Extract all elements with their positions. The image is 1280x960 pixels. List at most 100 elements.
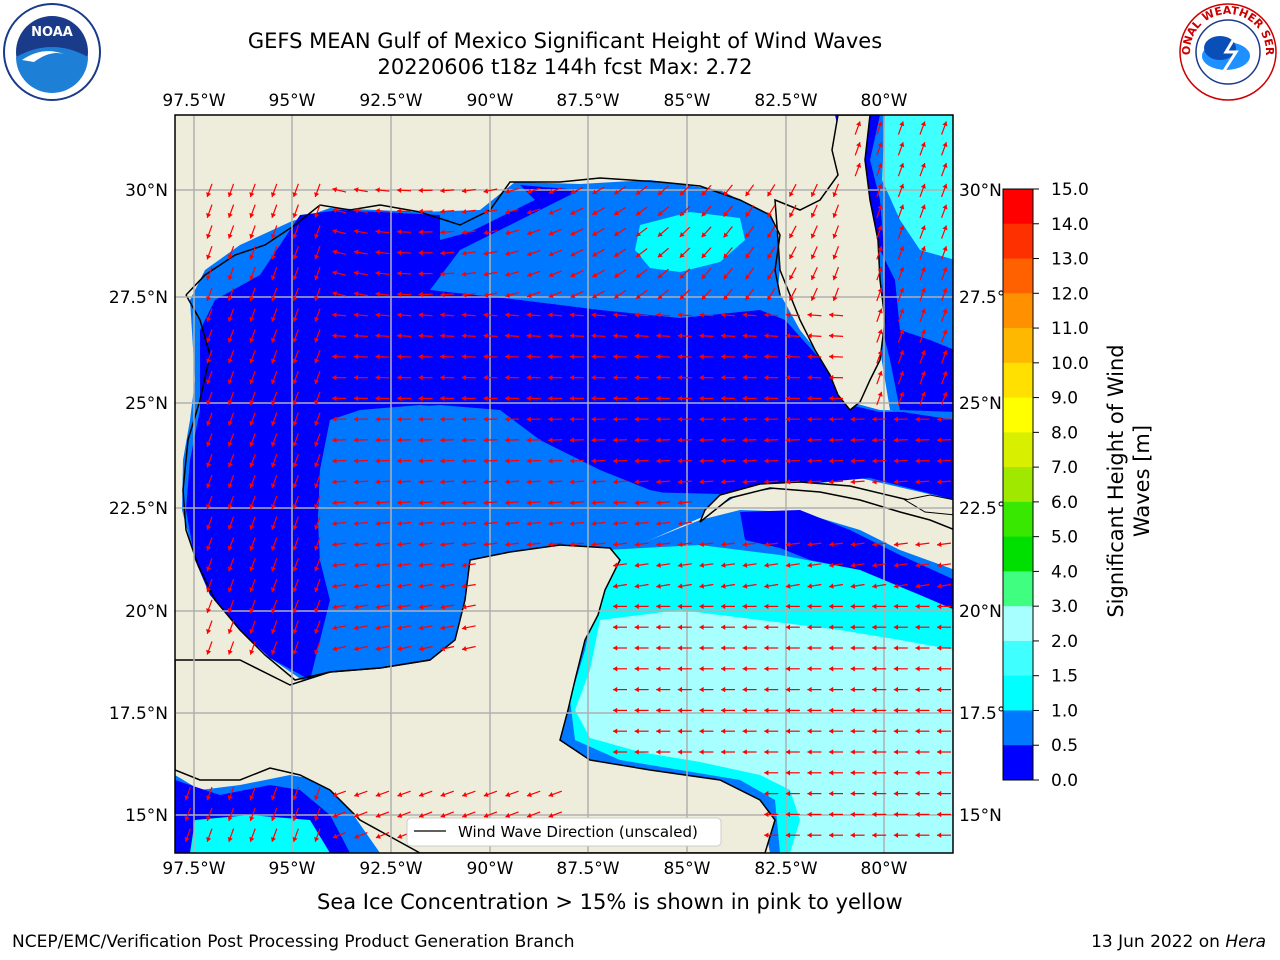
wave-direction-arrowhead	[764, 437, 769, 443]
wave-direction-arrowhead	[699, 686, 704, 693]
wave-direction-arrowhead	[375, 354, 380, 360]
wave-direction-arrowhead	[440, 541, 445, 548]
wave-direction-arrowhead	[742, 333, 747, 339]
lat-label: 25°N	[125, 394, 168, 414]
wave-direction-arrowhead	[937, 749, 942, 755]
wave-direction-arrowhead	[789, 274, 794, 280]
wave-direction-arrowhead	[526, 416, 531, 422]
wave-direction-arrowhead	[850, 770, 855, 776]
wave-direction-arrowhead	[742, 728, 747, 734]
wave-direction-arrowhead	[699, 333, 704, 339]
wave-direction-arrowhead	[614, 210, 620, 216]
wave-direction-arrowhead	[375, 562, 381, 568]
wave-direction-arrowhead	[723, 232, 729, 238]
wave-direction-arrowhead	[505, 271, 511, 277]
wave-direction-arrowhead	[249, 212, 255, 218]
wave-direction-arrowhead	[418, 458, 423, 464]
colorbar-segment	[1003, 571, 1033, 607]
wave-direction-arrowhead	[270, 504, 276, 509]
lat-label: 30°N	[959, 181, 1002, 201]
wave-direction-arrowhead	[292, 296, 298, 301]
wave-direction-arrowhead	[548, 541, 553, 548]
wave-direction-arrowhead	[915, 790, 920, 797]
wave-direction-arrowhead	[899, 121, 905, 127]
wave-direction-arrowhead	[206, 545, 212, 551]
wave-direction-arrowhead	[785, 458, 791, 464]
wave-direction-arrowhead	[591, 541, 596, 548]
map-frame	[174, 114, 954, 854]
wave-direction-arrowhead	[440, 271, 445, 277]
wave-direction-arrowhead	[314, 836, 320, 842]
wave-direction-arrowhead	[915, 437, 920, 443]
wave-direction-arrowhead	[877, 163, 883, 168]
wave-direction-arrowhead	[314, 587, 320, 593]
wave-direction-arrowhead	[569, 333, 575, 339]
lon-label: 95°W	[269, 859, 316, 879]
wave-direction-arrowhead	[314, 524, 320, 530]
wave-direction-arrowhead	[850, 624, 855, 630]
wave-direction-arrowhead	[332, 812, 338, 818]
wave-direction-arrowhead	[483, 479, 488, 485]
wave-direction-arrowhead	[375, 291, 380, 297]
wave-direction-arrowhead	[915, 583, 921, 589]
wave-direction-arrowhead	[591, 312, 596, 318]
wave-direction-arrowhead	[418, 583, 424, 589]
wave-direction-arrowhead	[354, 792, 360, 798]
wave-direction-arrowhead	[829, 458, 834, 464]
wave-direction-arrowhead	[505, 374, 510, 381]
wave-direction-arrowhead	[656, 499, 661, 506]
wave-direction-arrowhead	[856, 121, 862, 127]
colorbar-tick-label: 1.0	[1051, 701, 1078, 721]
wave-direction-arrowhead	[872, 832, 877, 838]
wave-direction-arrowhead	[745, 191, 751, 197]
caribbean-water-deep	[740, 510, 953, 610]
wave-direction-arrowhead	[206, 316, 212, 322]
wave-direction-arrowhead	[397, 249, 402, 256]
wave-direction-arrowhead	[699, 583, 705, 589]
lat-labels-left: 30°N 27.5°N 25°N 22.5°N 20°N 17.5°N 15°N	[109, 181, 168, 826]
wave-direction-arrowhead	[375, 208, 380, 214]
wave-direction-arrowhead	[807, 666, 812, 672]
wave-direction-arrowhead	[206, 566, 212, 572]
wave-direction-arrowhead	[613, 645, 618, 651]
wave-direction-arrowhead	[807, 395, 812, 402]
wave-direction-arrowhead	[723, 190, 729, 196]
wave-direction-arrowhead	[314, 192, 320, 197]
wave-direction-arrowhead	[397, 229, 402, 235]
wave-direction-arrowhead	[699, 562, 705, 568]
wave-direction-arrowhead	[807, 707, 812, 714]
wave-direction-arrowhead	[292, 275, 298, 281]
wave-direction-arrowhead	[920, 391, 926, 397]
wave-direction-arrowhead	[353, 187, 359, 193]
wave-direction-arrowhead	[636, 252, 641, 258]
wave-direction-arrowhead	[483, 416, 488, 422]
wave-direction-arrowhead	[677, 354, 683, 360]
wave-direction-arrowhead	[656, 374, 661, 381]
wave-direction-arrowhead	[249, 836, 255, 842]
wave-direction-arrowhead	[807, 312, 812, 318]
wave-direction-arrowhead	[375, 645, 381, 652]
wave-direction-arrowhead	[942, 329, 948, 335]
wave-direction-arrowhead	[227, 795, 233, 801]
wave-direction-arrowhead	[657, 273, 663, 279]
wave-direction-arrowhead	[742, 416, 747, 422]
lat-label: 20°N	[125, 602, 168, 622]
wave-direction-arrowhead	[721, 541, 726, 548]
wave-direction-arrowhead	[915, 707, 920, 714]
wave-direction-arrowhead	[332, 562, 337, 568]
wave-direction-arrowhead	[206, 275, 212, 281]
wave-direction-arrowhead	[829, 645, 834, 651]
wave-direction-arrowhead	[526, 437, 531, 443]
wave-direction-arrowhead	[614, 272, 620, 278]
wave-direction-arrowhead	[701, 232, 707, 238]
wave-direction-arrowhead	[526, 312, 532, 318]
wave-direction-arrowhead	[636, 273, 641, 278]
lon-labels-top: 97.5°W 95°W 92.5°W 90°W 87.5°W 85°W 82.5…	[162, 91, 907, 111]
wave-direction-arrowhead	[634, 395, 639, 402]
wave-direction-arrowhead	[332, 249, 338, 255]
wave-direction-arrowhead	[832, 275, 838, 281]
wave-direction-arrowhead	[206, 587, 212, 593]
wave-direction-arrowhead	[850, 479, 856, 485]
wave-direction-arrowhead	[375, 499, 380, 506]
wave-direction-arrowhead	[375, 312, 380, 318]
